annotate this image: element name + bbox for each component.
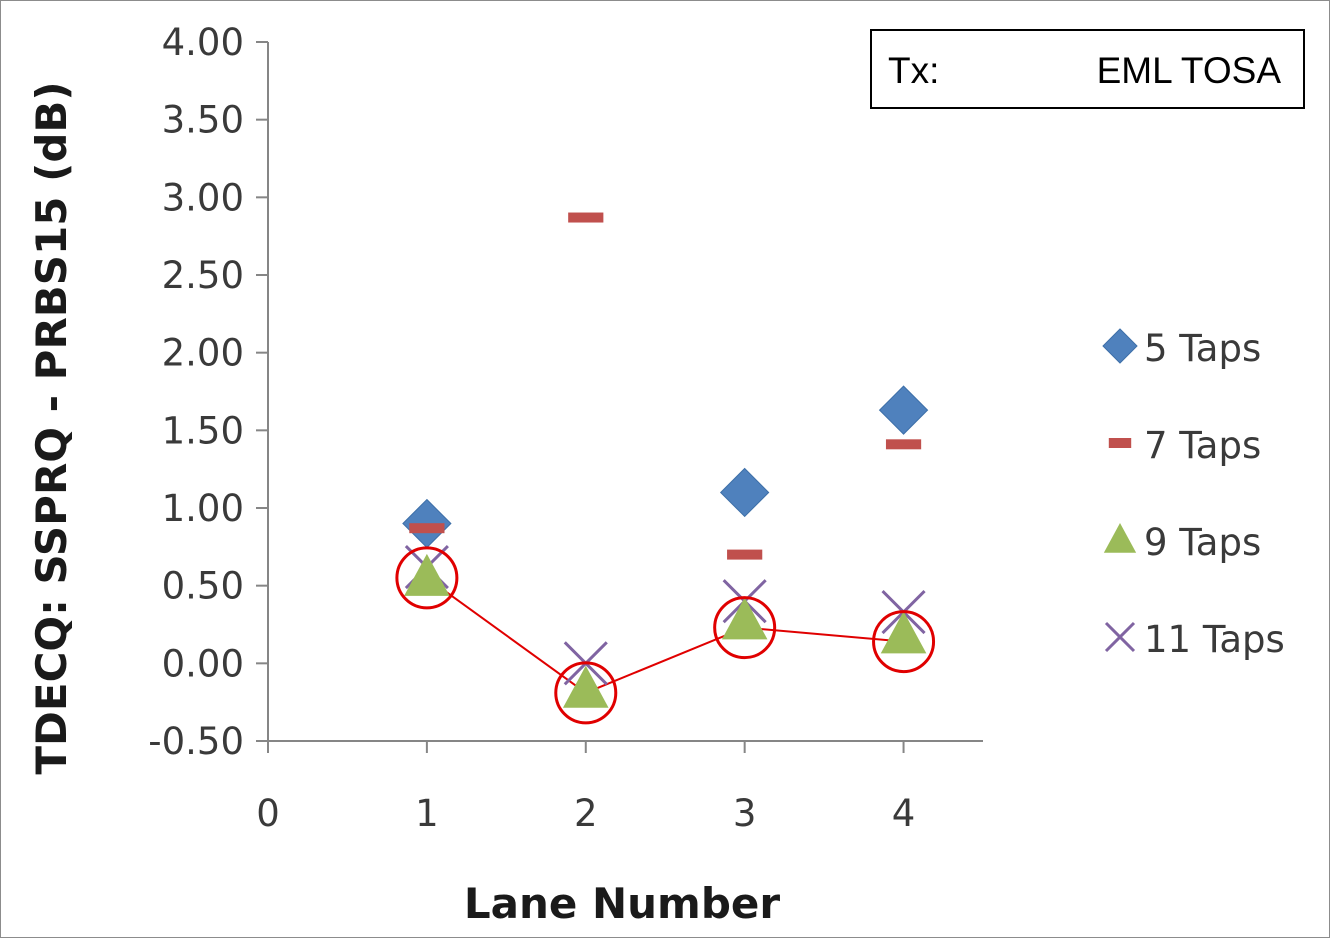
legend-marker (1104, 621, 1136, 653)
x-tick-labels: 0 1 2 3 4 (256, 792, 915, 835)
data-series (402, 212, 929, 708)
data-point (562, 665, 609, 708)
highlight-circle (872, 610, 936, 674)
y-tick-label: 4.00 (162, 21, 244, 64)
legend-marker (1103, 523, 1137, 553)
data-point (885, 439, 922, 450)
highlight-line (426, 577, 904, 694)
legend-label: 11 Taps (1144, 618, 1285, 661)
legend-item: 7 Taps (1108, 424, 1261, 467)
highlight-overlay (426, 577, 904, 694)
legend-label: 9 Taps (1144, 521, 1261, 564)
data-point (878, 385, 929, 435)
legend-label: 5 Taps (1144, 327, 1261, 370)
highlight-circle (395, 546, 459, 610)
y-tick-label: 2.50 (162, 254, 244, 297)
data-point (727, 549, 763, 560)
y-tick-label: 3.50 (162, 99, 244, 142)
y-axis-title: TDECQ: SSPRQ - PRBS15 (dB) (27, 81, 76, 774)
y-tick-label: 0.50 (162, 565, 244, 608)
legend-item: 5 Taps (1102, 327, 1261, 370)
y-tick-label: 1.50 (162, 409, 244, 452)
highlight-circles (395, 546, 936, 725)
data-point (409, 523, 445, 534)
highlight-circle (554, 661, 618, 725)
series-7-taps (409, 212, 922, 560)
legend-marker (1102, 328, 1138, 364)
data-point (880, 611, 927, 654)
legend: 5 Taps 7 Taps 9 Taps 11 Taps (1102, 327, 1285, 661)
legend-item: 11 Taps (1104, 618, 1285, 661)
series-5-taps (402, 385, 929, 549)
annotation-box: Tx: EML TOSA (870, 29, 1305, 109)
data-point (404, 553, 450, 596)
x-tick-label: 0 (256, 792, 280, 835)
y-tick-labels: -0.50 0.00 0.50 1.00 1.50 2.00 2.50 3.00 3.50 4.0… (148, 21, 244, 763)
data-point (721, 597, 768, 640)
axes (256, 41, 983, 753)
y-tick-label: 3.00 (162, 176, 244, 219)
legend-marker (1108, 438, 1132, 448)
y-tick-label: -0.50 (148, 720, 244, 763)
annotation-value: EML TOSA (1097, 50, 1282, 91)
x-tick-label: 3 (733, 792, 757, 835)
legend-label: 7 Taps (1144, 424, 1261, 467)
y-tick-label: 0.00 (162, 642, 244, 685)
annotation-label: Tx: (888, 50, 939, 91)
legend-item: 9 Taps (1103, 521, 1261, 564)
data-point (568, 212, 604, 223)
x-axis-title: Lane Number (464, 879, 780, 928)
x-tick-label: 1 (415, 792, 439, 835)
annotation-border (870, 29, 1305, 109)
highlight-circle (713, 596, 777, 660)
y-tick-label: 2.00 (162, 332, 244, 375)
x-tick-label: 2 (574, 792, 598, 835)
x-tick-label: 4 (892, 792, 916, 835)
series-9-taps (404, 553, 927, 708)
data-point (719, 467, 770, 518)
y-tick-label: 1.00 (162, 487, 244, 530)
series-11-taps (404, 544, 926, 686)
